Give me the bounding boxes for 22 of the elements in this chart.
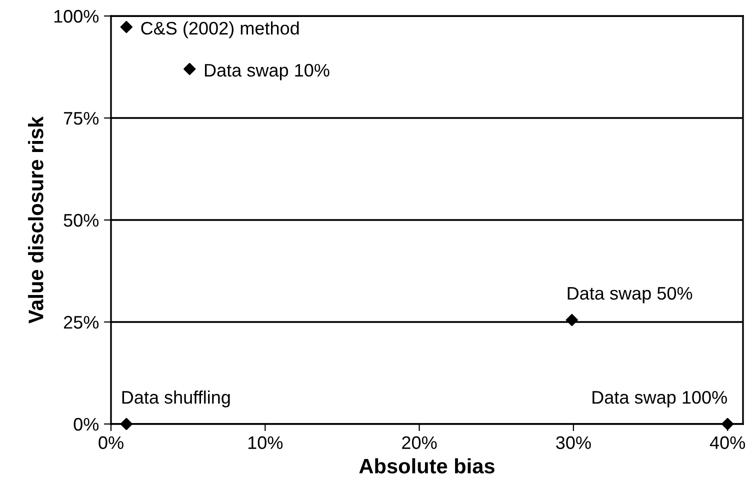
x-tick-label: 10% — [248, 436, 283, 450]
x-tick-label: 30% — [556, 436, 591, 450]
x-axis-title: Absolute bias — [359, 458, 494, 474]
point — [566, 314, 578, 326]
annotation: Data swap 100% — [592, 390, 727, 408]
x-tick-label: 40% — [710, 436, 746, 450]
y-tick-label: 75% — [64, 112, 99, 125]
y-tick-label: 25% — [64, 316, 99, 329]
point — [184, 62, 196, 76]
point — [120, 418, 132, 430]
annotation: Data swap 50% — [568, 286, 692, 304]
x-tick-label: 0% — [98, 436, 124, 450]
point — [722, 418, 734, 430]
y-tick-label: 0% — [74, 418, 99, 431]
annotation: C&S (2002) method — [141, 21, 299, 38]
point — [120, 20, 132, 34]
y-axis-title: Value disclosure risk — [28, 116, 44, 324]
annotation: Data swap 10% — [204, 64, 330, 80]
annotation: Data shuffling — [122, 390, 230, 408]
y-tick-label: 100% — [54, 10, 99, 23]
y-tick-label: 50% — [64, 214, 99, 227]
x-tick-label: 20% — [402, 436, 437, 450]
